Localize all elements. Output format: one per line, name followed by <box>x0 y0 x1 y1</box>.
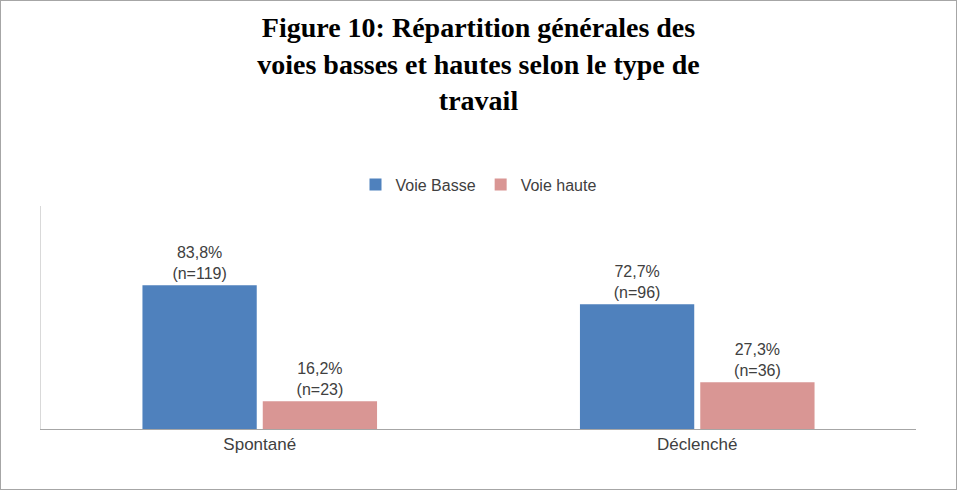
svg-text:Spontané: Spontané <box>223 435 296 454</box>
svg-text:27,3%(n=36): 27,3%(n=36) <box>734 341 781 379</box>
svg-text:16,2%(n=23): 16,2%(n=23) <box>297 360 344 398</box>
svg-text:72,7%(n=96): 72,7%(n=96) <box>614 263 661 301</box>
svg-text:Figure 10: Répartition général: Figure 10: Répartition générales desvoie… <box>257 12 700 116</box>
svg-text:Voie haute: Voie haute <box>521 177 597 194</box>
svg-text:Déclenché: Déclenché <box>657 435 737 454</box>
svg-text:83,8%(n=119): 83,8%(n=119) <box>172 244 226 282</box>
svg-text:Voie Basse: Voie Basse <box>396 177 476 194</box>
